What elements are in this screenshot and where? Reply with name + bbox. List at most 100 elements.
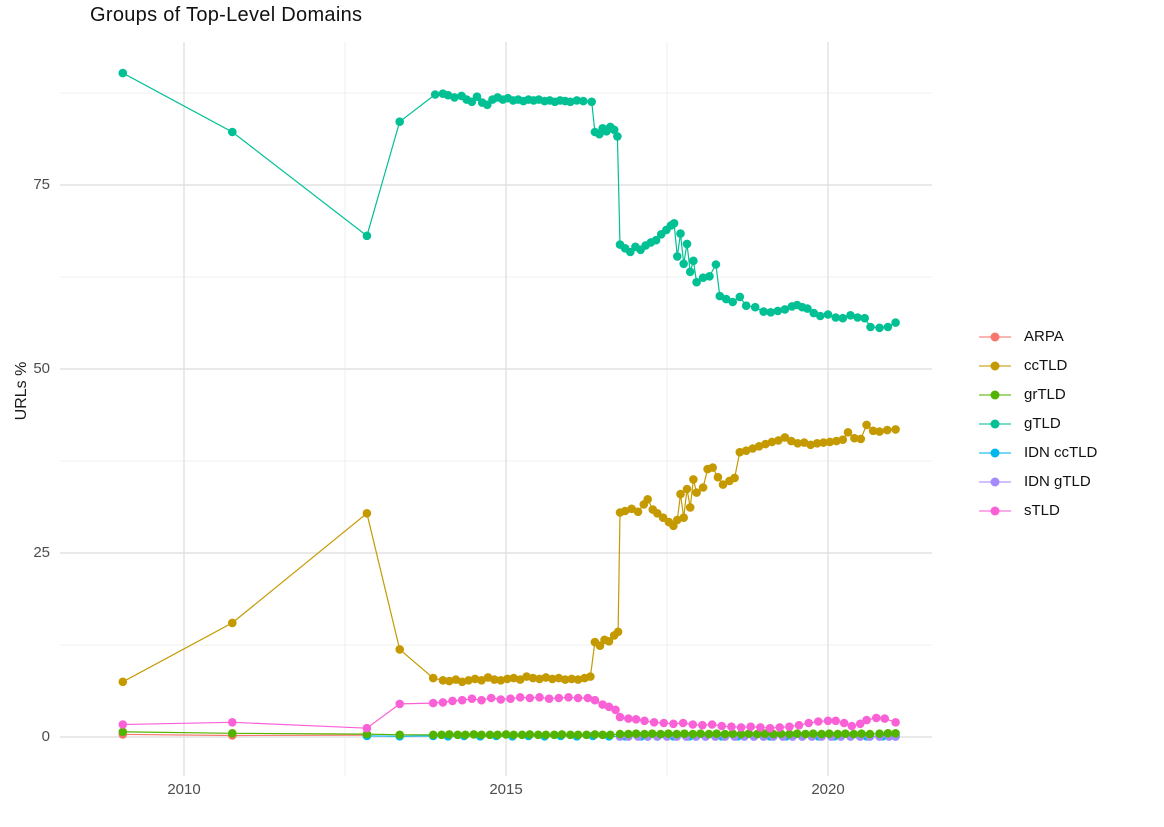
data-point-stld: [659, 718, 669, 728]
data-point-gtld: [676, 229, 685, 238]
data-point-grtld: [493, 730, 502, 740]
data-point-grtld: [118, 727, 128, 737]
series-grtld: [118, 727, 900, 740]
data-point-cctld: [643, 495, 652, 504]
data-point-cctld: [573, 675, 583, 684]
data-point-cctld: [868, 426, 878, 436]
data-point-grtld: [525, 730, 535, 739]
legend-key-dot: [990, 477, 1000, 486]
data-point-cctld: [713, 472, 723, 482]
series-line-arpa: [122, 733, 367, 737]
data-point-cctld: [850, 433, 859, 443]
data-point-gtld: [816, 311, 825, 321]
legend-key-gtld: [979, 419, 1011, 428]
data-point-stld: [515, 693, 525, 702]
data-point-grtld: [728, 729, 737, 738]
data-point-cctld: [682, 484, 692, 494]
data-point-grtld: [696, 729, 705, 738]
legend-key-idn-gtld: [979, 477, 1011, 486]
data-point-cctld: [741, 446, 751, 456]
data-point-grtld: [664, 729, 673, 738]
data-point-gtld: [118, 68, 128, 78]
data-point-cctld: [464, 676, 473, 685]
data-point-cctld: [595, 641, 605, 650]
data-point-stld: [862, 715, 871, 725]
data-point-cctld: [496, 676, 506, 685]
y-tick-label: 50: [33, 360, 50, 377]
data-point-stld: [506, 694, 515, 703]
data-point-stld: [688, 720, 698, 729]
data-point-grtld: [744, 729, 754, 738]
data-point-cctld: [708, 463, 717, 472]
data-point-gtld: [443, 90, 453, 100]
data-point-gtld: [846, 311, 855, 320]
data-point-grtld: [541, 730, 551, 740]
data-point-stld: [573, 693, 583, 703]
data-point-gtld: [773, 306, 783, 316]
data-point-stld: [727, 722, 736, 731]
legend-label: IDN ccTLD: [1024, 444, 1098, 461]
data-point-grtld: [891, 729, 900, 738]
series-line-gtld: [122, 72, 896, 329]
data-point-grtld: [760, 729, 770, 738]
data-point-cctld: [832, 436, 841, 446]
data-point-grtld: [656, 729, 665, 739]
data-point-cctld: [676, 489, 685, 499]
data-point-grtld: [631, 729, 641, 738]
data-point-cctld: [825, 437, 835, 447]
data-point-gtld: [875, 323, 884, 333]
x-tick-label: 2020: [811, 781, 845, 798]
data-point-cctld: [509, 673, 518, 683]
legend-key-idn-cctld: [979, 448, 1011, 457]
data-point-stld: [649, 718, 659, 727]
data-point-grtld: [704, 729, 714, 739]
data-point-gtld: [831, 313, 840, 322]
data-point-cctld: [843, 428, 853, 437]
data-point-stld: [746, 722, 755, 731]
y-tick-label: 75: [33, 176, 50, 193]
data-point-grtld: [445, 730, 454, 739]
data-point-stld: [814, 717, 823, 726]
data-point-cctld: [586, 672, 595, 681]
data-point-cctld: [774, 436, 783, 445]
data-point-gtld: [750, 302, 760, 312]
data-point-gtld: [766, 308, 775, 317]
data-point-cctld: [548, 674, 557, 684]
data-point-stld: [544, 694, 554, 703]
data-point-gtld: [566, 97, 575, 107]
data-point-cctld: [793, 439, 802, 448]
data-point-gtld: [823, 310, 833, 319]
data-point-grtld: [573, 730, 583, 740]
data-point-grtld: [712, 729, 721, 738]
legend-item-gtld: gTLD: [978, 409, 1097, 438]
legend-item-idn-cctld: IDN ccTLD: [978, 438, 1097, 467]
data-point-stld: [457, 695, 467, 705]
data-point-cctld: [806, 440, 815, 450]
data-point-gtld: [362, 231, 372, 241]
data-point-cctld: [856, 434, 866, 444]
legend-key-dot: [990, 448, 1000, 457]
data-point-grtld: [428, 730, 438, 740]
legend-label: gTLD: [1024, 415, 1061, 432]
data-point-grtld: [461, 730, 470, 740]
legend-key-grtld: [979, 390, 1011, 399]
data-point-stld: [118, 720, 128, 729]
data-point-stld: [839, 718, 849, 728]
data-point-grtld: [453, 730, 463, 740]
data-point-grtld: [841, 729, 850, 738]
data-point-cctld: [620, 506, 630, 516]
data-point-stld: [535, 693, 544, 702]
data-point-gtld: [579, 96, 588, 106]
data-point-grtld: [533, 730, 543, 740]
data-point-grtld: [550, 730, 559, 740]
data-point-cctld: [362, 509, 372, 518]
data-point-cctld: [503, 674, 512, 684]
data-point-stld: [438, 698, 448, 707]
data-point-stld: [756, 723, 765, 732]
data-point-grtld: [857, 729, 866, 738]
data-point-cctld: [118, 677, 128, 687]
data-point-grtld: [875, 729, 884, 738]
legend-label: ARPA: [1024, 328, 1064, 345]
legend-label: sTLD: [1024, 502, 1060, 519]
